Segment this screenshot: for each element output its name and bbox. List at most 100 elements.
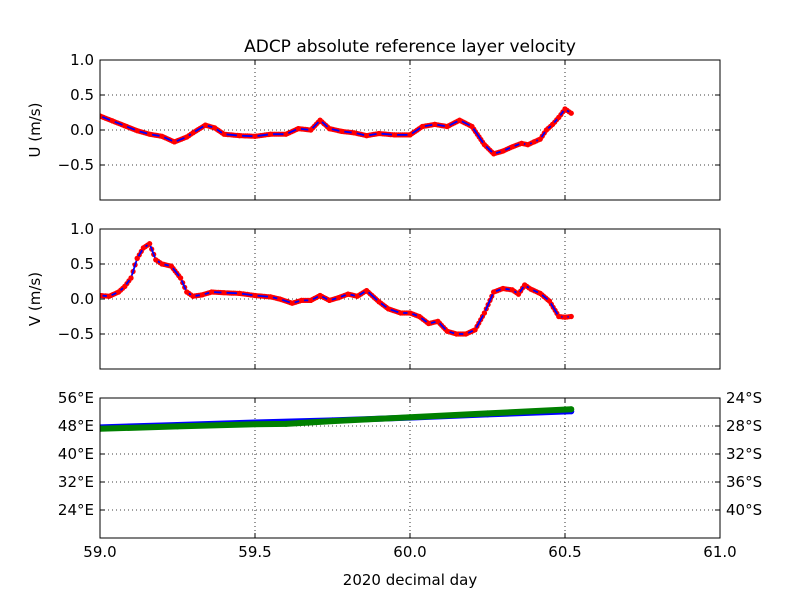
data-point [556, 313, 562, 320]
data-point [398, 310, 404, 316]
data-point [562, 106, 568, 112]
chart-panel-1: −0.5 0.0 0.5 1.0 U (m/s) ADCP absolute refere… [26, 37, 721, 201]
y-tick-label: 0.5 [70, 86, 94, 104]
data-point [469, 123, 475, 130]
data-point [252, 421, 258, 428]
data-point [134, 128, 140, 134]
data-point [212, 125, 218, 131]
data-point [329, 418, 336, 425]
y-right-tick-label: 28°S [726, 417, 762, 435]
y-tick-label: −0.5 [58, 156, 94, 174]
data-point [283, 131, 289, 137]
y-tick-label: 40°E [58, 445, 94, 463]
data-point [407, 414, 413, 421]
data-point [209, 289, 215, 295]
data-point [546, 298, 553, 304]
data-point [463, 331, 469, 337]
data-point [326, 297, 332, 303]
data-point [159, 133, 165, 139]
x-tick-label: 60.0 [393, 543, 426, 561]
data-point [364, 288, 370, 294]
data-point [376, 130, 382, 137]
data-point [416, 313, 422, 320]
data-point [236, 290, 243, 296]
data-point [519, 140, 525, 146]
data-point [444, 328, 450, 334]
data-point [351, 130, 357, 136]
x-tick-label: 61.0 [703, 543, 736, 561]
series-2 [100, 406, 575, 432]
x-tick-label: 59.0 [83, 543, 116, 561]
data-point [298, 297, 305, 303]
data-point [147, 241, 153, 247]
data-point [106, 293, 112, 299]
data-point [199, 292, 205, 298]
y-tick-label: 0.5 [70, 255, 94, 273]
data-point [122, 123, 128, 129]
data-point [308, 297, 314, 303]
y-right-tick-label: 36°S [726, 473, 762, 491]
y-tick-label: 1.0 [70, 220, 94, 238]
data-point [543, 127, 550, 133]
y-tick-label: 0.0 [70, 290, 94, 308]
y-right-tick-label: 32°S [726, 445, 762, 463]
data-point [190, 293, 196, 299]
series-1 [100, 106, 574, 157]
data-point [432, 121, 438, 127]
data-point [345, 291, 351, 297]
data-point [550, 121, 556, 127]
data-point [364, 133, 370, 139]
y-right-tick-label: 24°S [726, 389, 762, 407]
axes-frame [99, 228, 721, 370]
data-point [140, 245, 146, 251]
data-point [407, 310, 413, 316]
data-point [435, 318, 441, 324]
data-point [221, 290, 227, 296]
data-point [122, 283, 128, 289]
y-tick-label: 48°E [58, 417, 94, 435]
chart-panel-2: −0.5 0.0 0.5 1.0 V (m/s) [26, 220, 721, 370]
data-point [537, 290, 543, 296]
data-point [568, 313, 574, 320]
data-point [491, 289, 497, 295]
data-point [221, 131, 227, 137]
data-point [457, 117, 463, 123]
x-tick-label: 60.5 [548, 543, 581, 561]
data-point [134, 255, 140, 261]
data-point [252, 133, 258, 139]
data-point [500, 285, 506, 292]
data-point [236, 133, 243, 139]
data-point [500, 148, 506, 154]
data-point [481, 310, 487, 316]
data-point [556, 114, 562, 120]
y-axis-title: V (m/s) [26, 272, 44, 326]
data-point [515, 291, 522, 297]
data-point [168, 263, 174, 269]
data-point [509, 287, 515, 293]
data-point [109, 118, 115, 124]
data-point [472, 327, 478, 333]
data-point [568, 406, 575, 413]
data-point [100, 292, 103, 299]
series-1 [100, 241, 574, 337]
data-point [317, 117, 323, 123]
data-point [444, 123, 450, 130]
data-point [128, 275, 134, 281]
data-point [426, 320, 432, 327]
x-axis-title: 2020 decimal day [343, 571, 478, 589]
data-point [277, 296, 283, 302]
data-point [289, 300, 295, 306]
data-point [317, 292, 323, 299]
x-tick-label: 59.5 [238, 543, 271, 561]
data-point [184, 134, 190, 140]
data-point [116, 289, 122, 295]
data-point [522, 282, 528, 288]
data-point [537, 136, 543, 142]
data-point [568, 110, 574, 116]
data-point [153, 257, 159, 263]
data-point [484, 410, 491, 417]
data-point [159, 261, 165, 267]
data-point [453, 331, 460, 337]
data-point [481, 142, 487, 148]
